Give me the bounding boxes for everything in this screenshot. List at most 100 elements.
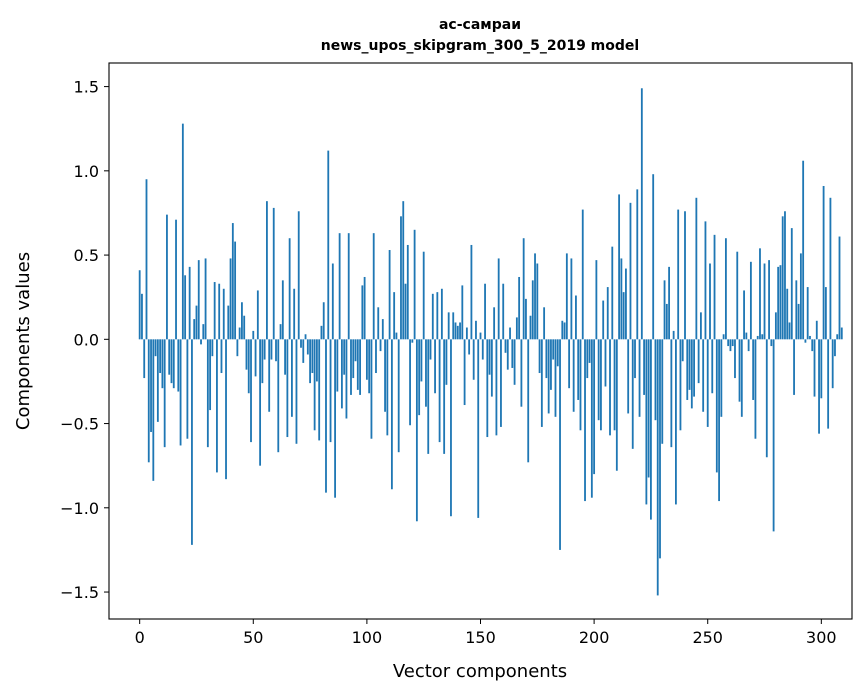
bar <box>784 211 786 340</box>
bar <box>225 339 227 480</box>
y-tick-label: −1.0 <box>60 499 99 518</box>
bar <box>268 339 271 412</box>
bar <box>409 339 411 426</box>
bar <box>395 332 398 340</box>
bar <box>347 233 350 340</box>
bar <box>400 216 402 340</box>
chart-title-line-1: ас-самраи <box>439 17 521 33</box>
bar <box>670 339 673 448</box>
bar <box>413 229 416 340</box>
bar <box>152 339 155 481</box>
bar <box>695 197 698 340</box>
bar <box>259 339 262 466</box>
bar <box>699 312 702 340</box>
bar <box>245 339 248 370</box>
bar <box>650 339 652 520</box>
bar <box>484 283 486 340</box>
x-axis-label: Vector components <box>393 661 567 682</box>
bar <box>831 339 834 389</box>
bar <box>266 201 268 340</box>
bar <box>463 339 466 406</box>
bar <box>774 312 777 340</box>
bar <box>438 339 441 443</box>
bar <box>440 288 443 340</box>
bar <box>747 339 750 352</box>
bar <box>527 339 530 463</box>
bar <box>431 293 434 340</box>
bar <box>188 266 191 340</box>
bar <box>665 303 668 340</box>
bar <box>738 339 741 402</box>
bar <box>652 174 655 340</box>
bar <box>675 339 677 505</box>
bar <box>168 339 171 375</box>
bar <box>488 339 491 375</box>
bar <box>272 207 275 340</box>
bar <box>729 339 732 352</box>
bar <box>186 339 189 439</box>
bar <box>495 339 498 436</box>
bar <box>384 339 386 412</box>
chart-title-line-2: news_upos_skipgram_300_5_2019 model <box>321 38 639 54</box>
bar <box>211 339 214 357</box>
bar <box>172 339 175 389</box>
x-tick-label: 0 <box>135 628 145 647</box>
plot-area-frame <box>108 62 853 620</box>
bar <box>279 324 282 340</box>
bar <box>386 339 389 436</box>
bar <box>156 339 159 422</box>
bar <box>763 263 766 340</box>
bar <box>663 280 666 340</box>
bar <box>627 339 630 414</box>
bar <box>447 312 450 340</box>
bar <box>577 339 580 400</box>
bar <box>229 258 232 340</box>
bar <box>668 266 670 340</box>
bar <box>636 189 639 340</box>
bar <box>143 339 146 379</box>
bar <box>534 253 536 340</box>
bar <box>727 339 730 347</box>
bar <box>570 258 573 340</box>
bar <box>450 339 452 517</box>
bar <box>452 312 455 340</box>
bar <box>309 339 311 384</box>
bar <box>656 339 659 596</box>
bar <box>711 339 714 394</box>
y-axis-ticks: −1.5 −1.0 −0.5 0.0 0.5 1.0 1.5 <box>60 78 109 602</box>
bar <box>584 339 586 502</box>
bar <box>388 250 391 340</box>
bar <box>288 238 291 340</box>
bar <box>681 339 684 362</box>
bar <box>468 339 471 355</box>
bar <box>795 280 798 340</box>
bar <box>606 287 609 340</box>
bar <box>370 339 373 439</box>
bar <box>372 233 375 340</box>
bar <box>297 211 300 340</box>
bar <box>493 307 496 340</box>
bar <box>809 335 811 340</box>
bar <box>722 334 725 340</box>
bar <box>193 319 196 340</box>
bar <box>261 339 264 384</box>
bar <box>643 339 646 395</box>
x-tick-label: 200 <box>579 628 610 647</box>
bar <box>522 238 525 340</box>
y-tick-label: −1.5 <box>60 583 99 602</box>
bar <box>302 339 305 363</box>
bar <box>745 332 748 340</box>
bar <box>402 201 405 340</box>
bar <box>479 332 482 340</box>
bar <box>720 339 723 417</box>
bar <box>141 293 143 340</box>
bar <box>320 325 323 340</box>
x-tick-label: 250 <box>692 628 723 647</box>
bar <box>715 339 718 473</box>
bar <box>197 260 200 340</box>
bar <box>436 292 439 340</box>
bar <box>500 339 502 427</box>
bar <box>697 339 700 384</box>
bar <box>331 263 334 340</box>
